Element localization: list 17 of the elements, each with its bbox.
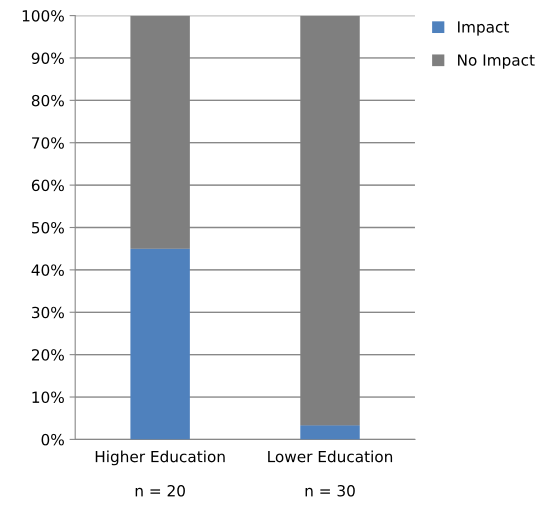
category-label: Lower Education n = 30 (268, 450, 392, 497)
y-tick-label: 0% (42, 434, 64, 446)
y-tick-label: 30% (32, 306, 64, 318)
y-tick-label: 20% (32, 349, 64, 361)
y-tick-label: 10% (32, 391, 64, 404)
bar (130, 248, 190, 440)
y-tick-label: 100% (22, 10, 64, 22)
y-tick-label: 80% (32, 94, 64, 106)
legend-label: No Impact (458, 54, 535, 69)
legend-label: Impact (458, 21, 510, 36)
y-tick-label: 70% (32, 137, 64, 149)
category-label: Higher Education n = 20 (96, 450, 225, 497)
y-tick-label: 90% (32, 52, 64, 64)
y-tick-label: 50% (32, 222, 64, 234)
bar (300, 425, 360, 440)
y-tick-label: 40% (32, 264, 64, 276)
y-tick-label: 60% (32, 180, 64, 192)
